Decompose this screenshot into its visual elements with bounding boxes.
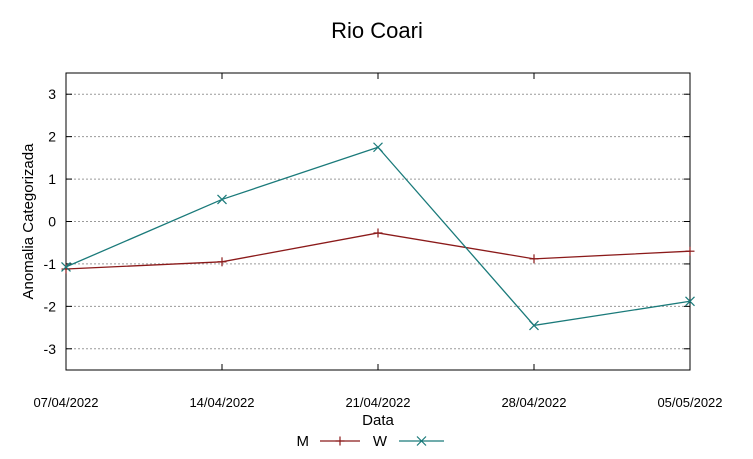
y-axis-ticks: 3 2 1 0 -1 -2 -3 xyxy=(44,86,690,357)
y-tick-label: 3 xyxy=(48,86,56,102)
data-point xyxy=(373,142,383,153)
x-axis-ticks: 07/04/2022 14/04/2022 21/04/2022 28/04/2022… xyxy=(33,73,723,410)
x-tick-label: 28/04/2022 xyxy=(501,395,566,410)
y-tick-label: -3 xyxy=(44,341,57,357)
data-point xyxy=(61,261,71,272)
data-point xyxy=(217,194,227,205)
x-tick-label: 05/05/2022 xyxy=(657,395,722,410)
y-tick-label: 2 xyxy=(48,129,56,145)
x-tick-label: 14/04/2022 xyxy=(189,395,254,410)
data-point xyxy=(416,436,427,446)
chart-title: Rio Coari xyxy=(331,18,423,43)
y-tick-label: -1 xyxy=(44,256,57,272)
legend-label-M: M xyxy=(297,433,310,450)
y-axis-label: Anomalia Categorizada xyxy=(20,143,37,300)
y-tick-label: 1 xyxy=(48,171,56,187)
grid-lines xyxy=(66,93,690,350)
x-axis-label: Data xyxy=(362,412,394,429)
y-tick-label: 0 xyxy=(48,214,56,230)
data-point xyxy=(685,296,695,307)
y-tick-label: -2 xyxy=(44,298,57,314)
x-tick-label: 07/04/2022 xyxy=(33,395,98,410)
data-point xyxy=(529,320,539,331)
legend-label-W: W xyxy=(373,433,388,450)
x-tick-label: 21/04/2022 xyxy=(345,395,410,410)
series-layer xyxy=(61,142,695,331)
